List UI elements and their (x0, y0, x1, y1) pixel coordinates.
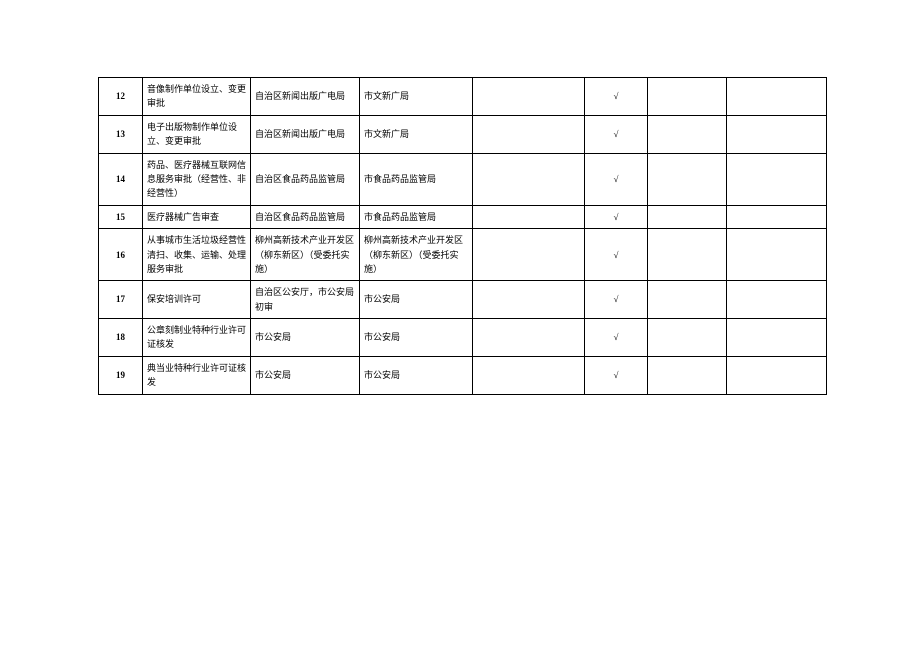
col-5 (473, 115, 585, 153)
dept-2: 柳州高新技术产业开发区（柳东新区）（受委托实施） (360, 229, 473, 281)
col-8 (727, 319, 827, 357)
row-number: 14 (99, 153, 143, 205)
col-5 (473, 205, 585, 228)
dept-1: 自治区新闻出版广电局 (251, 115, 360, 153)
dept-1: 自治区公安厅，市公安局初审 (251, 281, 360, 319)
col-8 (727, 281, 827, 319)
dept-2: 市食品药品监管局 (360, 205, 473, 228)
table-row: 17 保安培训许可 自治区公安厅，市公安局初审 市公安局 √ (99, 281, 827, 319)
dept-2: 市文新广局 (360, 115, 473, 153)
col-5 (473, 78, 585, 116)
dept-1: 市公安局 (251, 356, 360, 394)
col-5 (473, 356, 585, 394)
check-mark: √ (585, 78, 648, 116)
item-name: 典当业特种行业许可证核发 (143, 356, 251, 394)
row-number: 16 (99, 229, 143, 281)
row-number: 17 (99, 281, 143, 319)
check-mark: √ (585, 153, 648, 205)
col-8 (727, 115, 827, 153)
dept-2: 市文新广局 (360, 78, 473, 116)
dept-1: 市公安局 (251, 319, 360, 357)
col-7 (648, 205, 727, 228)
check-mark: √ (585, 115, 648, 153)
table-row: 16 从事城市生活垃圾经营性清扫、收集、运输、处理服务审批 柳州高新技术产业开发… (99, 229, 827, 281)
col-5 (473, 153, 585, 205)
table-row: 13 电子出版物制作单位设立、变更审批 自治区新闻出版广电局 市文新广局 √ (99, 115, 827, 153)
item-name: 电子出版物制作单位设立、变更审批 (143, 115, 251, 153)
col-8 (727, 205, 827, 228)
row-number: 18 (99, 319, 143, 357)
item-name: 从事城市生活垃圾经营性清扫、收集、运输、处理服务审批 (143, 229, 251, 281)
table-row: 18 公章刻制业特种行业许可证核发 市公安局 市公安局 √ (99, 319, 827, 357)
col-8 (727, 153, 827, 205)
table-row: 19 典当业特种行业许可证核发 市公安局 市公安局 √ (99, 356, 827, 394)
item-name: 公章刻制业特种行业许可证核发 (143, 319, 251, 357)
col-7 (648, 153, 727, 205)
table-row: 14 药品、医疗器械互联网信息服务审批（经营性、非经营性） 自治区食品药品监管局… (99, 153, 827, 205)
row-number: 15 (99, 205, 143, 228)
check-mark: √ (585, 205, 648, 228)
table-row: 12 音像制作单位设立、变更审批 自治区新闻出版广电局 市文新广局 √ (99, 78, 827, 116)
col-7 (648, 115, 727, 153)
check-mark: √ (585, 281, 648, 319)
dept-2: 市食品药品监管局 (360, 153, 473, 205)
dept-1: 自治区食品药品监管局 (251, 153, 360, 205)
dept-2: 市公安局 (360, 319, 473, 357)
check-mark: √ (585, 356, 648, 394)
approval-table: 12 音像制作单位设立、变更审批 自治区新闻出版广电局 市文新广局 √ 13 电… (98, 77, 827, 395)
check-mark: √ (585, 229, 648, 281)
col-7 (648, 281, 727, 319)
col-5 (473, 281, 585, 319)
table-row: 15 医疗器械广告审查 自治区食品药品监管局 市食品药品监管局 √ (99, 205, 827, 228)
check-mark: √ (585, 319, 648, 357)
row-number: 19 (99, 356, 143, 394)
col-8 (727, 78, 827, 116)
dept-1: 自治区新闻出版广电局 (251, 78, 360, 116)
col-7 (648, 356, 727, 394)
col-5 (473, 229, 585, 281)
item-name: 保安培训许可 (143, 281, 251, 319)
item-name: 药品、医疗器械互联网信息服务审批（经营性、非经营性） (143, 153, 251, 205)
col-7 (648, 319, 727, 357)
dept-1: 自治区食品药品监管局 (251, 205, 360, 228)
col-7 (648, 229, 727, 281)
dept-2: 市公安局 (360, 356, 473, 394)
col-7 (648, 78, 727, 116)
dept-2: 市公安局 (360, 281, 473, 319)
col-8 (727, 229, 827, 281)
item-name: 医疗器械广告审查 (143, 205, 251, 228)
dept-1: 柳州高新技术产业开发区（柳东新区）（受委托实施） (251, 229, 360, 281)
col-8 (727, 356, 827, 394)
row-number: 12 (99, 78, 143, 116)
page-container: 12 音像制作单位设立、变更审批 自治区新闻出版广电局 市文新广局 √ 13 电… (98, 77, 826, 395)
item-name: 音像制作单位设立、变更审批 (143, 78, 251, 116)
col-5 (473, 319, 585, 357)
row-number: 13 (99, 115, 143, 153)
